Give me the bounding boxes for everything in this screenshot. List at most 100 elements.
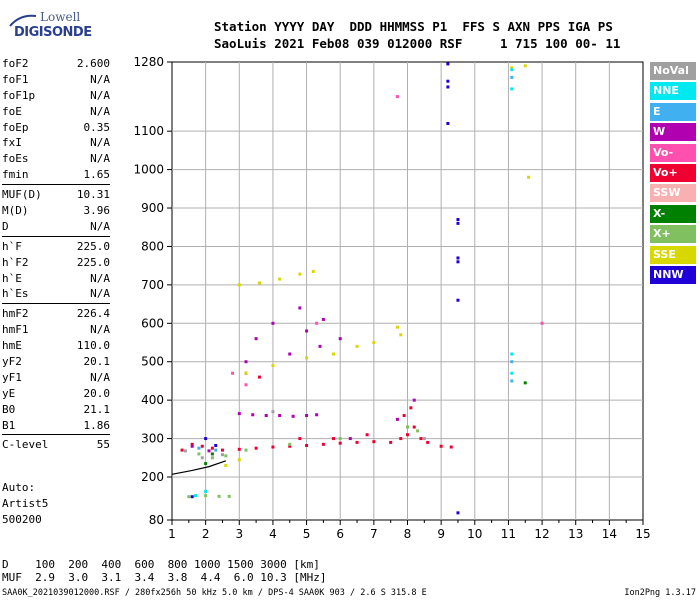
data-point-noval [422, 437, 426, 441]
data-point-e [510, 360, 514, 364]
data-point-vo- [271, 445, 275, 449]
legend-item-ssw: SSW [650, 184, 696, 203]
data-point-x- [406, 425, 409, 429]
param-name: foEs [2, 152, 29, 166]
y-tick-label: 900 [141, 201, 164, 215]
data-point-x- [227, 494, 231, 498]
data-point-nnw [446, 62, 450, 66]
param-row: yF1 N/A [2, 370, 110, 386]
param-separator [2, 184, 110, 186]
data-point-sse [395, 325, 399, 329]
x-tick-label: 15 [635, 527, 650, 541]
y-tick-label: 1280 [133, 55, 164, 69]
param-name: h`F2 [2, 255, 29, 269]
data-point-sse [372, 341, 376, 345]
data-point-vo- [254, 446, 258, 450]
data-point-sse [271, 364, 275, 368]
legend-item-vo-: Vo+ [650, 163, 696, 182]
param-row: fmin 1.65 [2, 167, 110, 183]
header-line1: Station YYYY DAY DDD HHMMSS P1 FFS S AXN… [214, 19, 613, 34]
data-point-nne [510, 371, 514, 375]
param-value: N/A [90, 323, 110, 337]
x-tick-label: 6 [336, 527, 344, 541]
logo-line2: DIGISONDE [14, 25, 92, 40]
x-tick-label: 8 [404, 527, 412, 541]
data-point-sse [244, 371, 248, 375]
param-value: 20.0 [83, 386, 111, 400]
param-name: foE [2, 104, 22, 118]
data-point-x- [197, 452, 201, 456]
param-row: hmF1 N/A [2, 322, 110, 338]
param-value: 226.4 [76, 307, 110, 321]
data-point-w [305, 414, 309, 418]
data-point-e [510, 379, 514, 383]
y-tick-label: 800 [141, 239, 164, 253]
data-point-w [412, 398, 416, 402]
param-row: M(D) 3.96 [2, 203, 110, 219]
data-point-vo- [449, 445, 453, 449]
param-row: h`Es N/A [2, 286, 110, 302]
data-point-sse [305, 356, 309, 360]
param-value: 225.0 [76, 239, 110, 253]
param-name: foEp [2, 120, 29, 134]
digisonde-logo: Lowell DIGISONDE [6, 8, 92, 44]
param-row: D N/A [2, 219, 110, 235]
param-separator [2, 434, 110, 436]
param-row: h`F 225.0 [2, 239, 110, 255]
header-line2: SaoLuis 2021 Feb08 039 012000 RSF 1 715 … [214, 36, 621, 51]
x-tick-label: 1 [168, 527, 176, 541]
data-point-w [207, 449, 211, 453]
data-point-vo- [419, 437, 423, 441]
data-point-w [338, 337, 342, 341]
data-point-sse [527, 175, 531, 179]
x-tick-label: 10 [467, 527, 482, 541]
param-name: fxI [2, 136, 22, 150]
data-point-x- [217, 494, 221, 498]
legend-item-sse: SSE [650, 245, 696, 264]
data-point-w [395, 417, 399, 421]
data-point-vo- [338, 441, 342, 445]
y-tick-label: 500 [141, 355, 164, 369]
data-point-vo- [288, 444, 292, 448]
data-point-vo- [220, 448, 224, 452]
data-point-vo- [395, 95, 399, 99]
param-value: N/A [90, 72, 110, 86]
param-name: D [2, 219, 9, 233]
data-point-w [318, 344, 322, 348]
param-name: hmF1 [2, 323, 29, 337]
data-point-w [305, 329, 309, 333]
data-point-noval [183, 449, 187, 453]
data-point-w [254, 337, 258, 341]
y-tick-label: 700 [141, 278, 164, 292]
auto-line1: Auto: [2, 481, 36, 494]
data-point-nne [194, 494, 198, 498]
x-tick-label: 9 [437, 527, 445, 541]
param-row: yE 20.0 [2, 386, 110, 402]
legend-item-noval: NoVal [650, 62, 696, 80]
param-row: hmF2 226.4 [2, 306, 110, 322]
data-point-vo- [399, 437, 403, 441]
y-tick-label: 80 [149, 513, 164, 527]
data-point-e [197, 446, 201, 450]
param-value: 20.1 [83, 355, 111, 369]
param-name: B0 [2, 402, 16, 416]
param-value: 21.1 [83, 402, 111, 416]
param-value: N/A [90, 136, 110, 150]
param-name: h`E [2, 271, 22, 285]
param-value: N/A [90, 152, 110, 166]
data-point-w [271, 321, 275, 325]
legend-item-x-: X+ [650, 225, 696, 244]
data-point-vo- [321, 442, 325, 446]
data-point-x- [224, 454, 228, 458]
data-point-vo- [540, 321, 544, 325]
data-point-x- [210, 452, 214, 456]
data-point-w [251, 413, 255, 417]
auto-line3: 500200 [2, 513, 42, 526]
x-tick-label: 4 [269, 527, 277, 541]
data-point-w [190, 444, 194, 448]
data-point-sse [237, 458, 241, 462]
data-point-vo- [257, 375, 261, 379]
data-point-sse [399, 333, 403, 337]
x-tick-label: 3 [235, 527, 243, 541]
logo-swoosh-icon [9, 14, 37, 27]
